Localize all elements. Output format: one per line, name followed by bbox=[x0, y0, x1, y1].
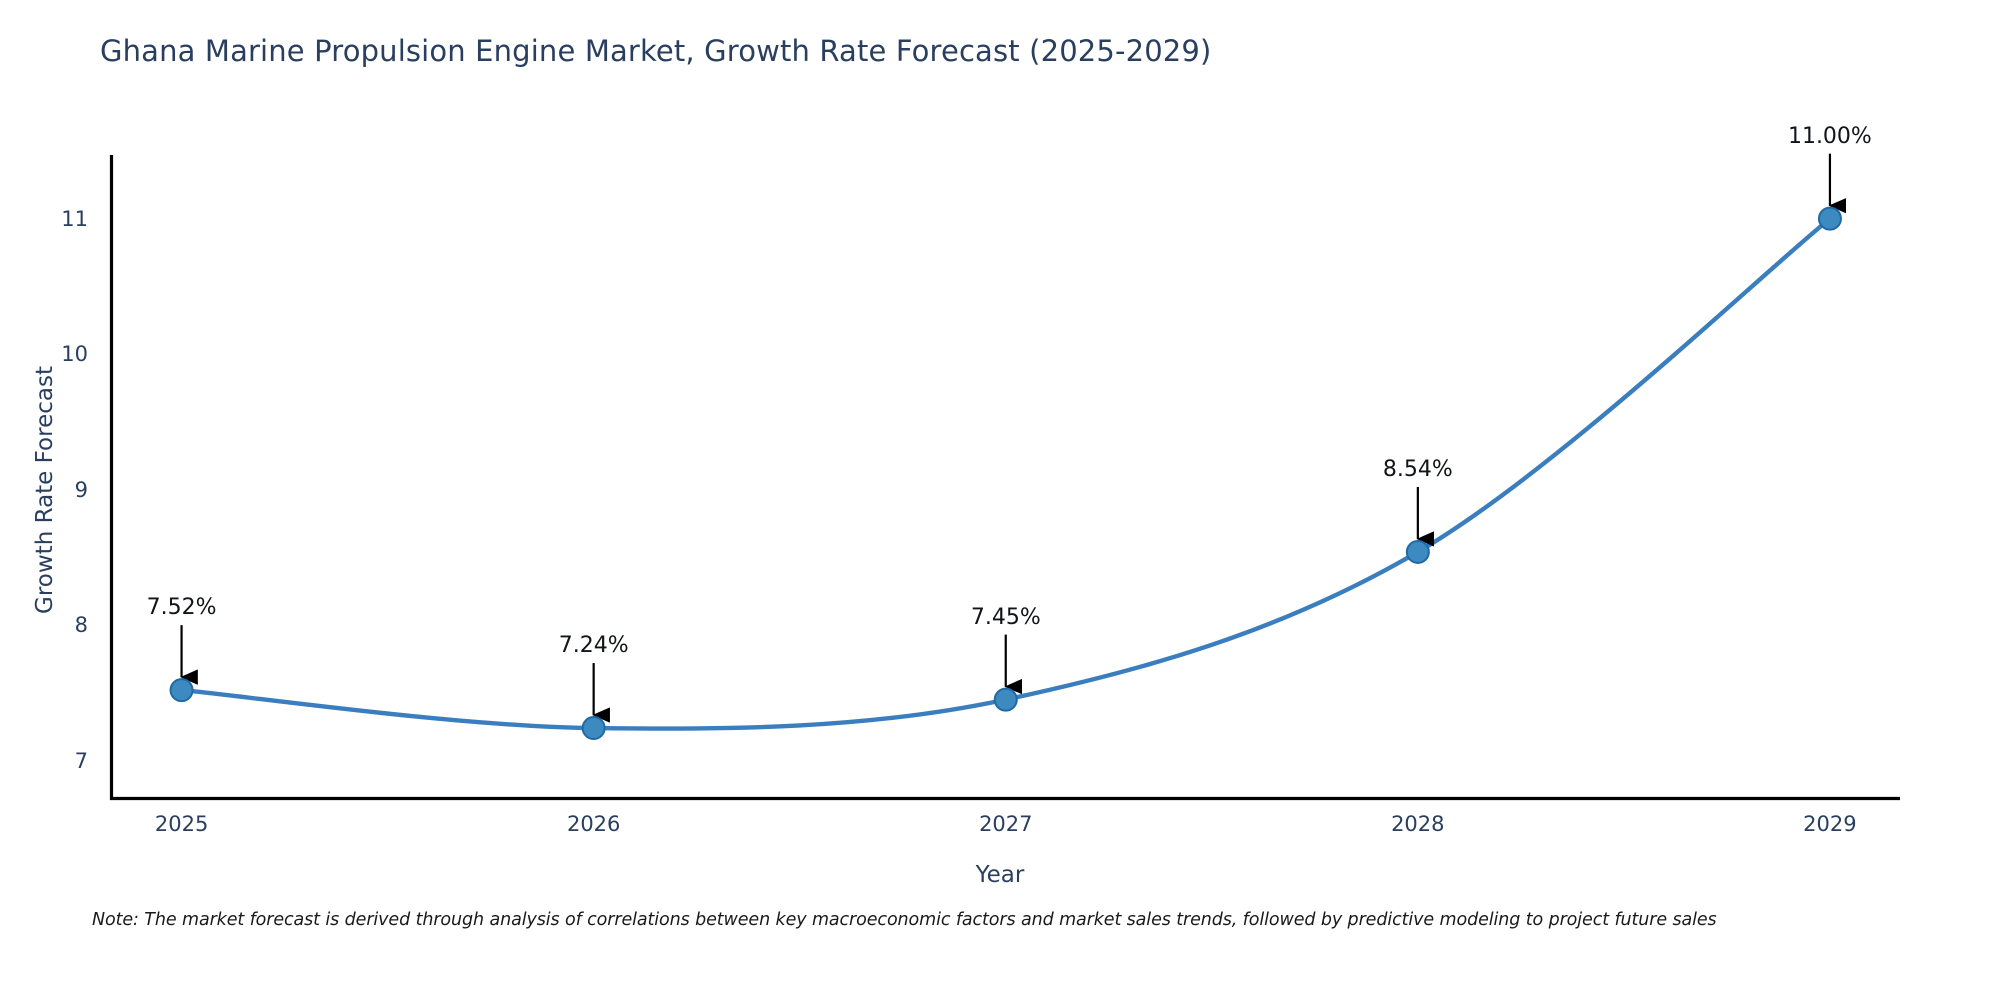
x-axis-title: Year bbox=[975, 862, 1025, 888]
data-point-label: 7.52% bbox=[146, 595, 217, 621]
page-title: Ghana Marine Propulsion Engine Market, G… bbox=[100, 34, 1212, 68]
data-series-line bbox=[179, 216, 1833, 731]
annotation-arrows bbox=[180, 153, 1847, 723]
y-axis-tick-label: 10 bbox=[61, 342, 88, 367]
data-point-marker[interactable] bbox=[169, 678, 194, 703]
data-point-label: 7.45% bbox=[970, 604, 1041, 630]
x-axis-tick-label: 2026 bbox=[566, 812, 621, 836]
data-point-label: 11.00% bbox=[1787, 123, 1872, 149]
y-axis-tick-label: 7 bbox=[74, 748, 88, 773]
data-point-markers bbox=[169, 206, 1842, 741]
y-axis-tick-label: 9 bbox=[74, 477, 88, 502]
x-axis-tick-label: 2025 bbox=[154, 812, 209, 836]
data-point-label: 8.54% bbox=[1382, 456, 1453, 482]
x-axis-tick-label: 2027 bbox=[979, 812, 1033, 836]
y-axis-title: Growth Rate Forecast bbox=[32, 366, 58, 614]
data-point-marker[interactable] bbox=[1405, 539, 1430, 564]
y-axis-tick-label: 8 bbox=[74, 613, 88, 638]
x-axis-tick-label: 2029 bbox=[1803, 812, 1857, 836]
x-axis-tick-label: 2028 bbox=[1391, 812, 1445, 836]
data-point-marker[interactable] bbox=[1817, 206, 1842, 231]
data-point-marker[interactable] bbox=[993, 687, 1018, 712]
y-axis-tick-label: 11 bbox=[61, 206, 88, 231]
data-point-label: 7.24% bbox=[558, 633, 629, 659]
data-point-marker[interactable] bbox=[581, 716, 606, 741]
chart-footnote: Note: The market forecast is derived thr… bbox=[92, 910, 1717, 930]
